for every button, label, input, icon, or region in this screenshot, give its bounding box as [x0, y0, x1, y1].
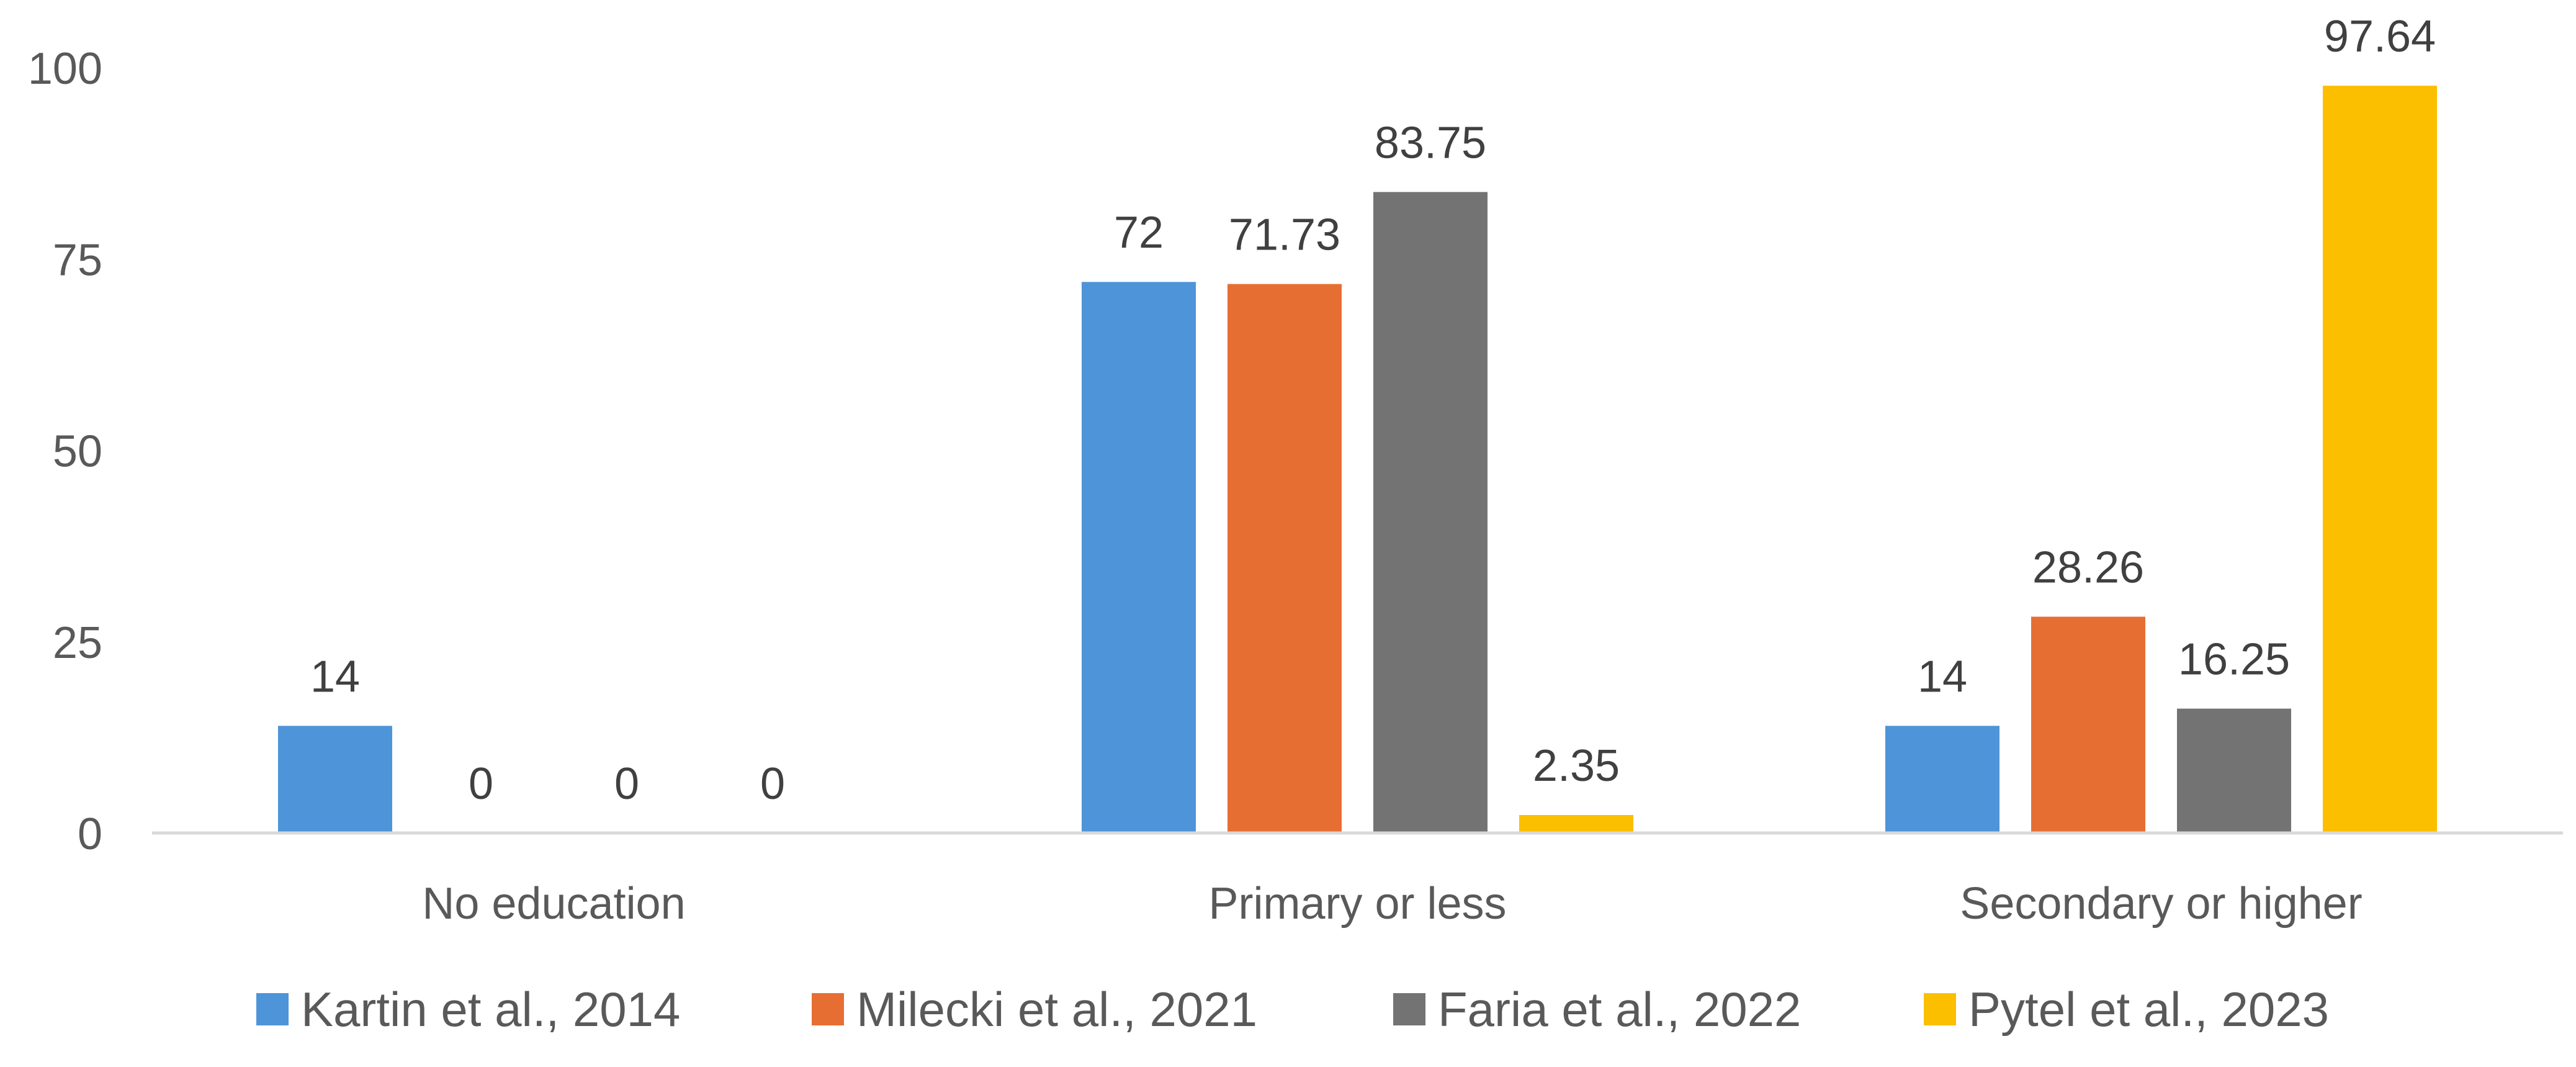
bar — [1227, 284, 1342, 833]
data-label: 28.26 — [2032, 543, 2144, 593]
data-labels-group: 14 0 0 0 72 71.73 83.75 2.35 14 28.26 16.25 97.64 — [310, 12, 2436, 809]
bar — [2177, 708, 2291, 833]
y-tick-label: 75 — [53, 235, 102, 285]
legend-swatch — [812, 993, 844, 1025]
data-label: 0 — [469, 759, 493, 809]
x-axis-ticks: No education Primary or less Secondary or … — [422, 879, 2362, 929]
data-label: 16.25 — [2178, 635, 2290, 685]
data-label: 2.35 — [1533, 741, 1620, 791]
y-tick-label: 100 — [28, 44, 102, 94]
legend-swatch — [1393, 993, 1425, 1025]
legend-label: Milecki et al., 2021 — [856, 982, 1257, 1037]
bar — [1373, 192, 1488, 833]
bar — [1885, 726, 1999, 833]
data-label: 0 — [760, 759, 785, 809]
data-label: 83.75 — [1375, 118, 1486, 168]
x-tick-label: No education — [422, 879, 685, 929]
data-label: 14 — [1918, 652, 1967, 701]
y-tick-label: 0 — [78, 809, 102, 859]
x-tick-label: Secondary or higher — [1960, 879, 2362, 929]
y-axis-ticks: 0 25 50 75 100 — [28, 44, 102, 859]
legend-swatch — [1924, 993, 1956, 1025]
x-tick-label: Primary or less — [1208, 879, 1506, 929]
bars-group — [278, 86, 2437, 834]
legend-label: Faria et al., 2022 — [1438, 982, 1801, 1037]
legend-label: Kartin et al., 2014 — [301, 982, 680, 1037]
bar — [278, 726, 392, 833]
data-label: 97.64 — [2324, 12, 2436, 61]
data-label: 71.73 — [1229, 210, 1340, 260]
legend-label: Pytel et al., 2023 — [1968, 982, 2329, 1037]
bar — [2031, 616, 2145, 833]
data-label: 14 — [310, 652, 360, 701]
data-label: 0 — [614, 759, 639, 809]
bar — [1082, 282, 1196, 833]
data-label: 72 — [1114, 208, 1164, 258]
y-tick-label: 25 — [53, 618, 102, 668]
bar — [1519, 815, 1633, 833]
legend: Kartin et al., 2014 Milecki et al., 2021 F… — [256, 982, 2329, 1037]
bar — [2323, 86, 2437, 834]
legend-swatch — [256, 993, 289, 1025]
y-tick-label: 50 — [53, 427, 102, 477]
